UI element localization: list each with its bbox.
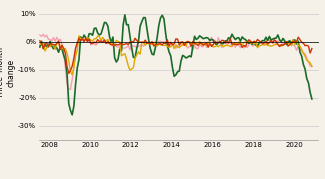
Emerging [41,33,45,35]
Japan [281,37,285,40]
U.S. [67,72,71,74]
Emerging [310,65,314,67]
Japan [142,16,146,19]
U.S. [266,43,270,45]
U.S. [114,43,118,46]
Euro area [142,41,146,43]
Line: Emerging: Emerging [40,34,312,89]
Emerging [38,34,42,36]
Emerging [131,45,135,47]
Emerging [300,50,304,53]
U.S. [140,41,144,43]
Japan [267,35,271,37]
Emerging [281,42,285,44]
Euro area [38,44,42,46]
Japan [114,61,118,63]
Line: Euro area: Euro area [40,36,312,75]
Euro area [310,66,314,68]
U.S. [38,40,42,42]
Japan [300,55,304,57]
U.S. [296,36,300,38]
Euro area [300,48,304,50]
Japan [310,98,314,100]
Euro area [70,74,74,76]
Y-axis label: Three- month
change: Three- month change [0,47,15,98]
Japan [131,56,135,58]
Euro area [267,45,271,47]
Euro area [281,44,285,46]
U.S. [300,41,304,43]
Emerging [142,45,146,47]
Euro area [77,35,81,37]
U.S. [310,47,314,50]
U.S. [130,40,134,43]
Euro area [116,40,120,42]
Emerging [267,40,271,42]
Emerging [116,46,120,48]
Line: Japan: Japan [40,15,312,115]
Japan [123,14,127,16]
Japan [70,114,74,116]
Euro area [131,67,135,69]
Line: U.S.: U.S. [40,37,312,73]
Emerging [69,88,72,90]
Japan [38,46,42,48]
U.S. [279,43,283,46]
